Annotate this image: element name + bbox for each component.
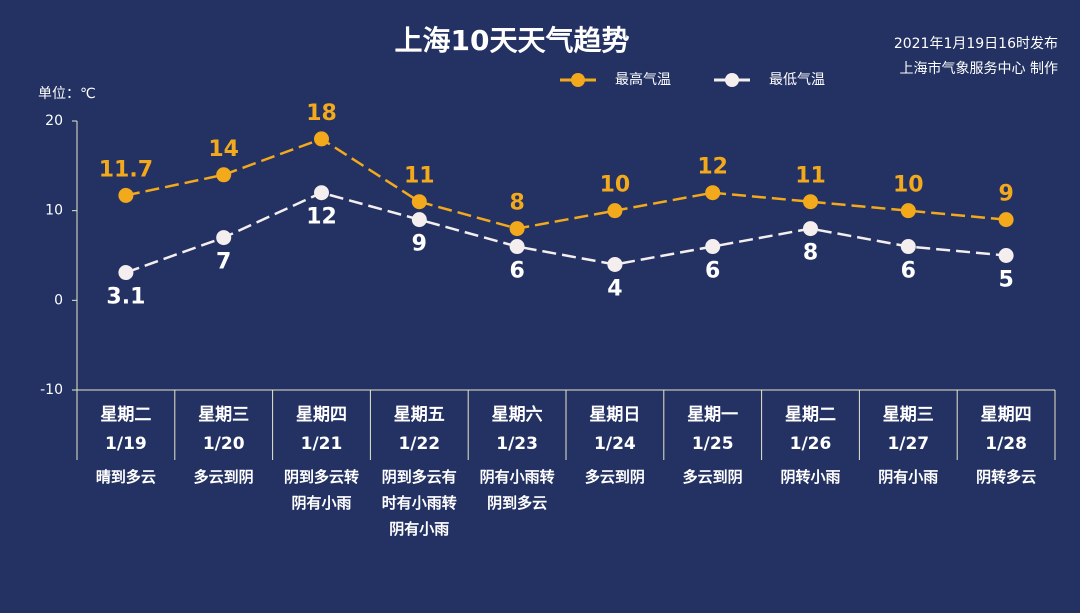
- subtitle: 2021年1月19日16时发布: [894, 36, 1058, 52]
- data-label: 7: [216, 250, 231, 275]
- weather-label: 多云到阴: [193, 468, 254, 486]
- data-label: 10: [893, 173, 924, 198]
- x-tick-label: 星期三: [198, 405, 249, 425]
- point: [118, 265, 134, 281]
- weather-label: 多云到阴: [584, 468, 645, 486]
- x-tick-label: 星期五: [394, 405, 445, 425]
- weather-label: 阴转小雨: [780, 468, 841, 486]
- date-label: 1/23: [496, 434, 538, 454]
- series-line: [125, 137, 1007, 230]
- chart-title: 上海10天天气趋势: [395, 24, 630, 57]
- point: [900, 203, 916, 219]
- data-label: 11: [404, 164, 435, 189]
- point: [411, 194, 427, 210]
- point: [998, 248, 1014, 263]
- y-tick-label: 20: [45, 113, 63, 129]
- data-label: 10: [600, 173, 631, 198]
- data-label: 6: [705, 259, 720, 284]
- point: [705, 185, 721, 201]
- series-line: [125, 191, 1007, 274]
- point: [900, 239, 916, 255]
- legend-label: 最高气温: [615, 71, 671, 88]
- point: [314, 131, 329, 147]
- data-label: 4: [607, 276, 622, 301]
- legend-label: 最低气温: [769, 72, 825, 88]
- weather-label: 阴到多云有时有小雨转阴有小雨: [381, 468, 457, 538]
- data-label: 12: [306, 205, 337, 230]
- y-tick-label: 0: [54, 292, 63, 308]
- x-tick-label: 星期四: [296, 405, 347, 425]
- x-tick-label: 星期一: [687, 405, 738, 425]
- date-label: 1/20: [203, 434, 245, 454]
- point: [705, 239, 721, 255]
- weather-label: 晴到多云: [95, 468, 156, 486]
- x-tick-label: 星期四: [981, 405, 1032, 425]
- x-tick-label: 星期二: [100, 405, 151, 425]
- point: [118, 187, 134, 203]
- data-label: 8: [509, 191, 524, 216]
- point: [216, 167, 232, 183]
- data-label: 11: [795, 164, 826, 189]
- weather-label: 阴转多云: [976, 468, 1037, 486]
- subtitle: 上海市气象服务中心 制作: [900, 60, 1058, 77]
- point: [216, 230, 232, 246]
- data-label: 3.1: [106, 285, 145, 310]
- date-label: 1/26: [790, 434, 832, 454]
- point: [509, 221, 525, 237]
- y-axis-label: 单位：℃: [38, 86, 96, 102]
- x-tick-label: 星期日: [589, 405, 640, 425]
- date-label: 1/22: [398, 434, 440, 454]
- x-tick-label: 星期二: [785, 405, 836, 425]
- point: [607, 203, 623, 219]
- weather-label: 多云到阴: [682, 468, 743, 486]
- date-label: 1/21: [301, 434, 343, 454]
- data-label: 6: [509, 259, 524, 284]
- x-tick-label: 星期三: [883, 405, 934, 425]
- data-label: 6: [901, 259, 916, 284]
- data-label: 14: [208, 137, 239, 162]
- data-label: 9: [412, 232, 427, 257]
- point: [607, 256, 623, 272]
- date-label: 1/28: [985, 434, 1027, 454]
- data-label: 8: [803, 241, 818, 266]
- date-label: 1/19: [105, 434, 147, 454]
- date-label: 1/27: [887, 434, 929, 454]
- weather-label: 阴到多云转阴有小雨: [283, 468, 359, 512]
- y-tick-label: -10: [40, 382, 63, 398]
- weather-label: 阴有小雨: [878, 468, 939, 486]
- point: [803, 221, 818, 237]
- legend-marker: [725, 73, 739, 87]
- data-label: 11.7: [99, 157, 153, 182]
- data-label: 12: [697, 155, 728, 180]
- point: [998, 212, 1014, 228]
- y-tick-label: 10: [45, 203, 63, 219]
- date-label: 1/25: [692, 434, 734, 454]
- point: [803, 194, 818, 210]
- point: [411, 212, 427, 228]
- x-tick-label: 星期六: [492, 404, 543, 425]
- legend-marker: [571, 73, 585, 87]
- point: [509, 239, 525, 255]
- date-label: 1/24: [594, 434, 636, 454]
- data-label: 9: [998, 182, 1013, 207]
- point: [314, 185, 329, 201]
- data-label: 5: [998, 268, 1013, 293]
- data-label: 18: [306, 101, 337, 126]
- weather-label: 阴有小雨转阴到多云: [479, 468, 555, 512]
